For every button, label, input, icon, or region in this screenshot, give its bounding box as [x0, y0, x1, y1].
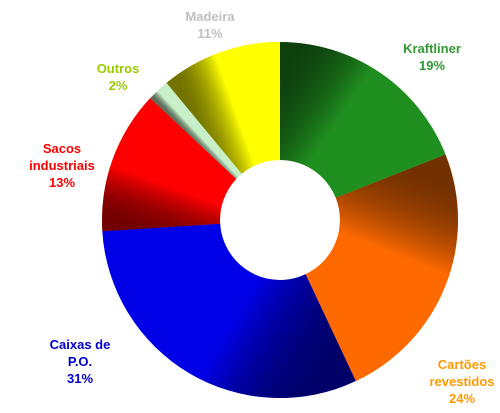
- slice: [102, 223, 356, 398]
- category-name: Madeira: [185, 9, 235, 24]
- value-label: 2%: [108, 78, 128, 93]
- slice-label: Madeira 11%: [160, 8, 260, 42]
- value-label: 31%: [66, 371, 94, 386]
- value-label: 19%: [418, 58, 446, 73]
- category-name: Cartões revestidos: [429, 357, 495, 389]
- category-name: Outros: [96, 61, 140, 76]
- value-label: 24%: [448, 391, 476, 406]
- category-name: Sacos industriais: [29, 141, 95, 173]
- slice-label: Outros 2%: [78, 60, 158, 94]
- category-name: Kraftliner: [403, 41, 461, 56]
- slice-label: Cartões revestidos 24%: [417, 356, 500, 407]
- category-name: Caixas de P.O.: [49, 337, 111, 369]
- slice-label: Kraftliner 19%: [377, 40, 487, 74]
- slice-label: Sacos industriais 13%: [24, 140, 100, 191]
- value-label: 11%: [197, 26, 223, 41]
- value-label: 13%: [48, 175, 76, 190]
- slice-label: Caixas de P.O. 31%: [44, 336, 116, 387]
